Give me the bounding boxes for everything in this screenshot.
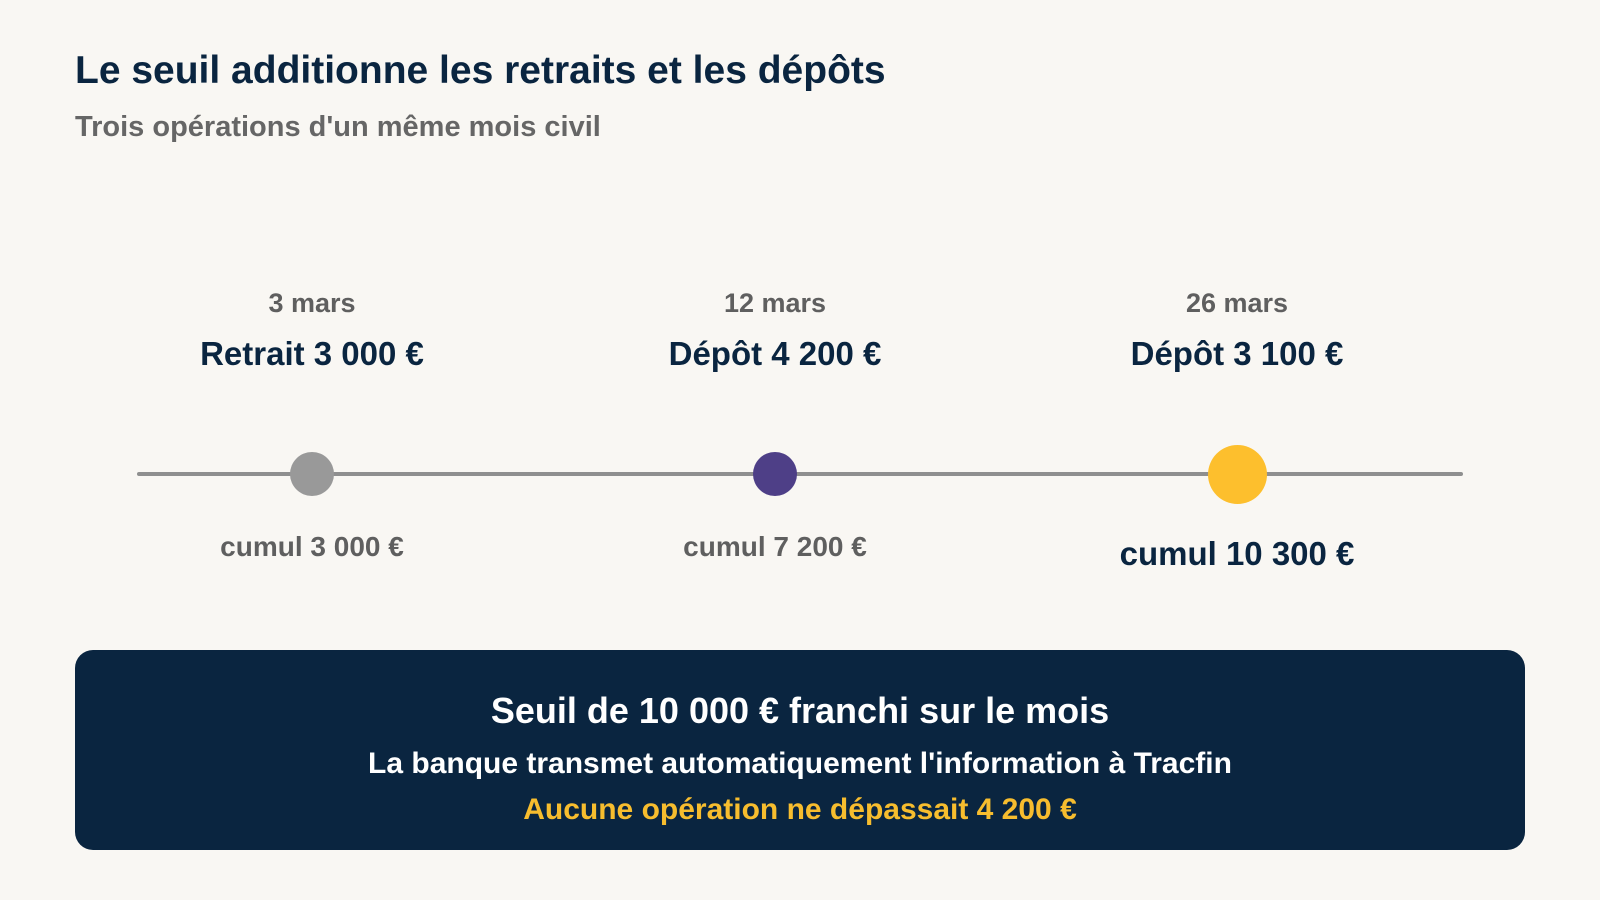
event-cumul-total: cumul 10 300 €	[1119, 535, 1355, 572]
event-label: Dépôt 3 100 €	[1130, 335, 1344, 372]
event-cumul: cumul 7 200 €	[683, 531, 867, 562]
timeline-line	[137, 472, 1463, 476]
timeline-dot-1	[290, 452, 334, 496]
banner-title: Seuil de 10 000 € franchi sur le mois	[490, 690, 1110, 731]
event-date: 12 mars	[723, 288, 827, 318]
event-cumul: cumul 3 000 €	[220, 531, 404, 562]
event-label: Retrait 3 000 €	[200, 335, 424, 372]
event-date: 3 mars	[268, 288, 356, 318]
page-subtitle: Trois opérations d'un même mois civil	[75, 111, 601, 143]
page-title: Le seuil additionne les retraits et les …	[75, 49, 886, 92]
timeline-dot-3	[1208, 445, 1267, 504]
event-label: Dépôt 4 200 €	[668, 335, 882, 372]
event-date: 26 mars	[1185, 288, 1289, 318]
threshold-banner: Seuil de 10 000 € franchi sur le mois La…	[75, 650, 1525, 850]
timeline-dot-2	[753, 452, 797, 496]
banner-highlight: Aucune opération ne dépassait 4 200 €	[523, 793, 1077, 826]
banner-message: La banque transmet automatiquement l'inf…	[368, 747, 1232, 780]
